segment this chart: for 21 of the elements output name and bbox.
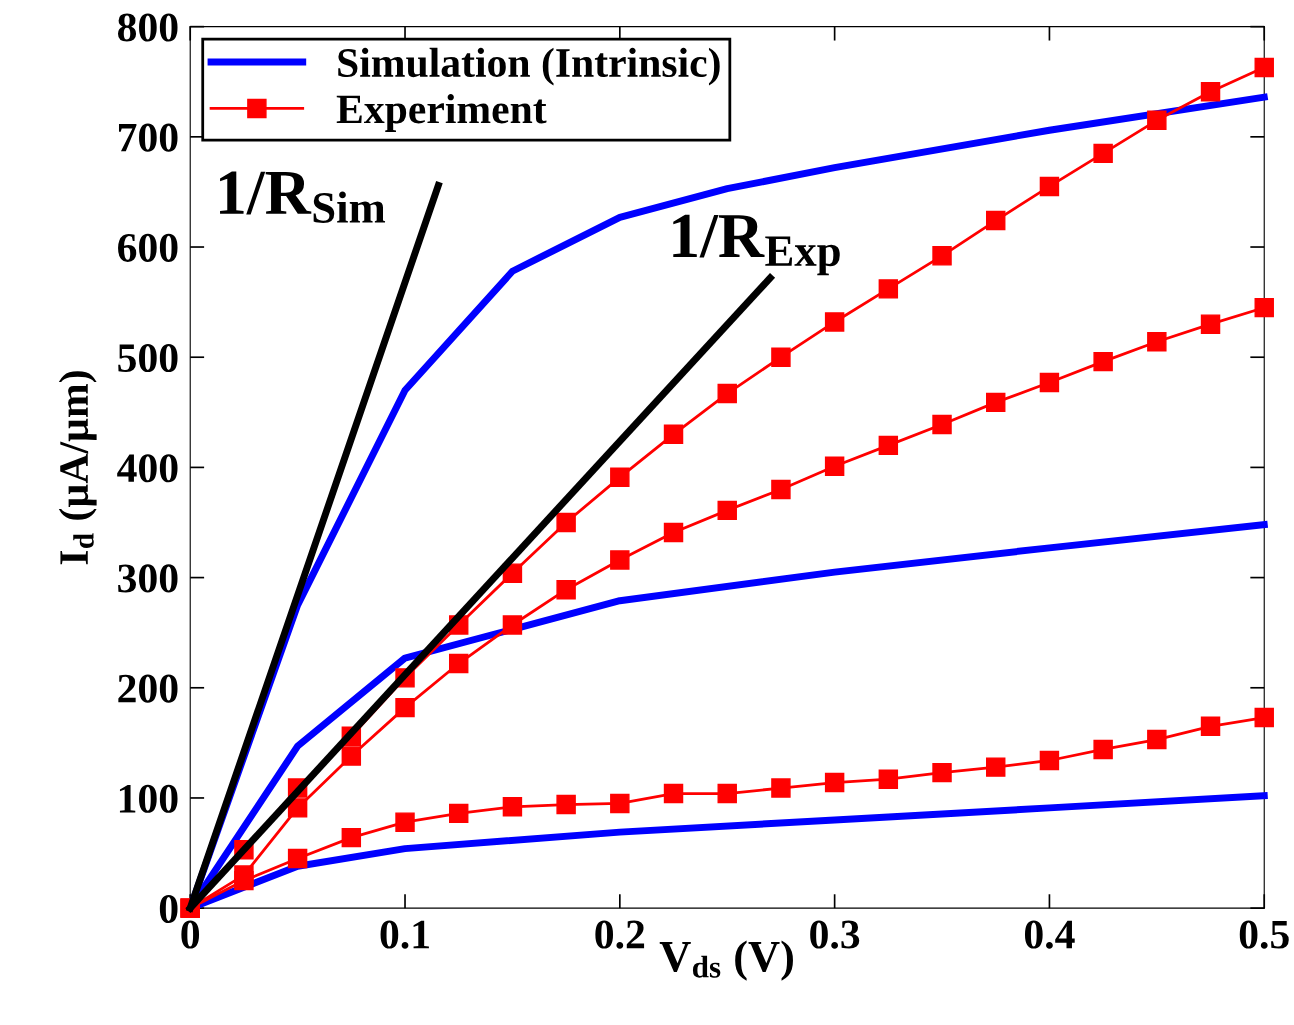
x-tick-label: 0.5 [1239, 920, 1289, 949]
x-axis-title: V$_{ds}$ (V) [659, 940, 793, 981]
y-tick-label: 600 [118, 233, 178, 262]
y-tick-label: 700 [118, 123, 178, 152]
y-tick-label: 100 [119, 784, 178, 813]
legend-label: Experiment [336, 94, 547, 132]
x-tick-label: 0.4 [1024, 920, 1075, 949]
annotation: 1/R$_{Sim}$ [220, 171, 386, 224]
x-tick-label: 0.1 [380, 920, 429, 949]
x-tick-label: 0 [181, 920, 200, 949]
annotation: 1/R$_{Exp}$ [673, 214, 840, 276]
y-tick-label: 800 [117, 13, 178, 42]
y-tick-label: 400 [117, 454, 178, 483]
y-axis-title: I$_{d}$ (µA/µm) [58, 371, 97, 565]
legend-label: Simulation (Intrinsic) [338, 47, 720, 86]
x-tick-label: 0.2 [595, 920, 645, 949]
x-tick-label: 0.3 [810, 920, 860, 949]
y-tick-label: 300 [118, 564, 178, 593]
y-tick-label: 500 [118, 343, 178, 373]
y-tick-label: 0 [159, 894, 178, 924]
y-tick-label: 200 [118, 674, 178, 703]
